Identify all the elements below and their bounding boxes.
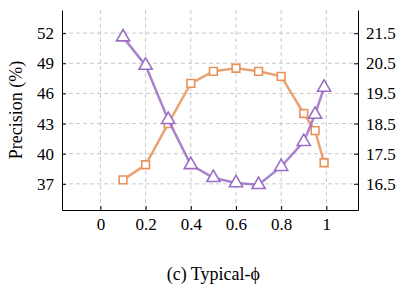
- tick-label: 21.5: [366, 24, 396, 43]
- tick: 46: [37, 84, 66, 103]
- marker: [229, 175, 242, 186]
- marker: [210, 67, 218, 75]
- marker: [252, 177, 265, 188]
- tick-mark: [236, 206, 237, 210]
- y2-axis: 16.5 17.5 18.5 19.5 20.5 21.5: [354, 11, 396, 211]
- y-axis-title: Precision (%): [6, 61, 27, 159]
- tick-label: 0: [97, 215, 106, 234]
- tick-label: 43: [37, 115, 54, 134]
- tick-label: 20.5: [366, 54, 396, 73]
- tick-label: 0.2: [135, 215, 156, 234]
- marker: [275, 159, 288, 170]
- marker: [308, 107, 321, 118]
- grid-line: [100, 10, 101, 210]
- marker: [139, 58, 152, 69]
- tick-label: 37: [37, 175, 55, 194]
- axis-line: [358, 11, 359, 211]
- tick-mark: [62, 93, 66, 94]
- tick: 16.5: [354, 175, 396, 194]
- tick: 0.2: [135, 206, 156, 234]
- series-line: [123, 37, 324, 185]
- tick-mark: [100, 206, 101, 210]
- tick-label: 52: [37, 24, 54, 43]
- grid-line: [62, 93, 358, 94]
- tick: 1: [323, 206, 332, 234]
- tick-mark: [354, 184, 358, 185]
- marker: [277, 72, 285, 80]
- marker: [116, 30, 129, 41]
- marker: [184, 157, 197, 168]
- tick-label: 0.8: [271, 215, 292, 234]
- marker: [119, 176, 127, 184]
- tick: 0: [97, 206, 106, 234]
- tick-mark: [354, 124, 358, 125]
- tick-mark: [354, 154, 358, 155]
- data-area: [116, 30, 330, 189]
- tick: 19.5: [354, 84, 396, 103]
- tick: 37: [37, 175, 66, 194]
- chart: 0 0.2 0.4 0.6 0.8 1 37 40 43 46 49 52 16.5 17.5 18.5 19…: [0, 0, 414, 288]
- grid: [62, 10, 358, 210]
- tick-label: 0.4: [181, 215, 203, 234]
- grid-line: [145, 10, 146, 210]
- grid-line: [62, 33, 358, 34]
- marker: [162, 112, 175, 123]
- tick-mark: [354, 33, 358, 34]
- tick: 0.8: [271, 206, 292, 234]
- tick-mark: [62, 184, 66, 185]
- tick: 0.6: [226, 206, 247, 234]
- tick: 40: [37, 145, 66, 164]
- tick-mark: [62, 154, 66, 155]
- tick: 49: [37, 54, 66, 73]
- marker: [187, 79, 195, 87]
- tick-mark: [354, 63, 358, 64]
- tick: 52: [37, 24, 66, 43]
- tick-label: 1: [323, 215, 332, 234]
- grid-line: [62, 63, 358, 64]
- tick: 0.4: [181, 206, 203, 234]
- tick-label: 46: [37, 84, 54, 103]
- marker: [232, 64, 240, 72]
- tick-mark: [281, 206, 282, 210]
- marker: [142, 161, 150, 169]
- plot: 0 0.2 0.4 0.6 0.8 1 37 40 43 46 49 52 16.5 17.5 18.5 19…: [37, 10, 396, 234]
- tick: 18.5: [354, 114, 396, 133]
- tick: 17.5: [354, 145, 396, 164]
- tick-label: 0.6: [226, 215, 247, 234]
- tick-label: 49: [37, 54, 54, 73]
- tick: 43: [37, 115, 66, 134]
- marker: [297, 134, 310, 145]
- tick-label: 19.5: [366, 84, 396, 103]
- tick-label: 17.5: [366, 145, 396, 164]
- grid-line: [62, 183, 358, 184]
- marker: [300, 110, 308, 118]
- tick-mark: [62, 33, 66, 34]
- tick-mark: [354, 93, 358, 94]
- tick-mark: [62, 124, 66, 125]
- tick-mark: [62, 63, 66, 64]
- tick-label: 16.5: [366, 175, 396, 194]
- tick-label: 18.5: [366, 114, 396, 133]
- x-axis-title: (c) Typical-ϕ: [167, 264, 260, 285]
- tick-label: 40: [37, 145, 54, 164]
- x-axis: 0 0.2 0.4 0.6 0.8 1: [63, 206, 359, 234]
- marker: [320, 159, 328, 167]
- grid-line: [62, 153, 358, 154]
- tick-mark: [191, 206, 192, 210]
- tick: 20.5: [354, 54, 396, 73]
- marker: [311, 127, 319, 135]
- axis-line: [62, 11, 63, 211]
- tick: 21.5: [354, 24, 396, 43]
- axis-line: [63, 210, 359, 211]
- grid-line: [281, 10, 282, 210]
- marker: [255, 67, 263, 75]
- tick-mark: [326, 206, 327, 210]
- tick-mark: [146, 206, 147, 210]
- marker: [207, 170, 220, 181]
- marker: [318, 80, 331, 91]
- grid-line: [62, 123, 358, 124]
- y-axis: 37 40 43 46 49 52: [37, 11, 66, 211]
- grid-line: [326, 10, 327, 210]
- grid-line: [190, 10, 191, 210]
